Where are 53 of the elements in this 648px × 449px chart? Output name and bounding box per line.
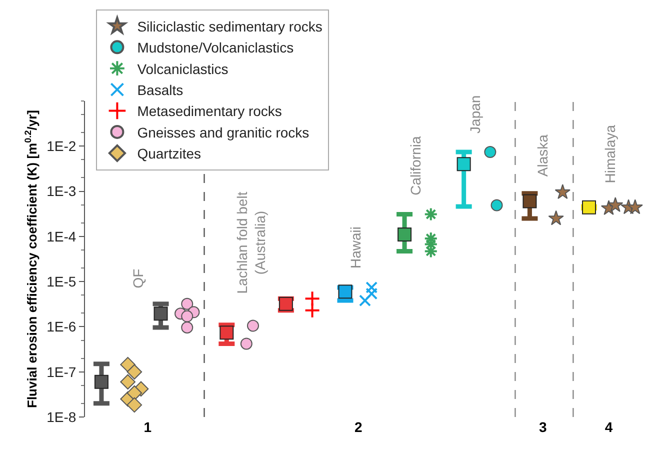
point: [548, 210, 564, 226]
point: [338, 284, 352, 299]
point: [366, 288, 378, 300]
annotation: Alaska: [534, 134, 550, 177]
point: [247, 320, 259, 332]
point: [120, 374, 136, 390]
legend-label: Mudstone/Volcaniclastics: [137, 40, 294, 56]
point: [484, 146, 496, 158]
point: [240, 338, 252, 350]
annotation: Lachlan fold belt (Australia): [234, 192, 268, 294]
point: [126, 397, 142, 413]
point: [582, 200, 596, 214]
legend-label: Quartzites: [137, 146, 202, 162]
annotation: California: [407, 136, 424, 196]
point: [126, 364, 142, 380]
point: [154, 306, 168, 321]
point: [554, 184, 570, 200]
annotation: Hawaii: [347, 226, 364, 269]
point: [366, 281, 378, 294]
y-tick-label: 1E-7: [46, 364, 76, 380]
legend-label: Siliciclastic sedimentary rocks: [137, 18, 322, 34]
legend-label: Metasedimentary rocks: [137, 103, 282, 120]
legend-label: Basalts: [137, 82, 184, 98]
point: [181, 310, 194, 322]
point: [490, 199, 503, 212]
point: [94, 374, 108, 389]
annotation: QF: [130, 268, 146, 288]
point: [424, 231, 438, 246]
point: [220, 326, 234, 340]
y-tick-label: 1E-2: [46, 138, 76, 154]
annotation: Himalaya: [602, 124, 618, 184]
point: [359, 294, 371, 307]
y-tick-label: 1E-5: [46, 273, 76, 290]
legend-label: Volcaniclastics: [137, 60, 228, 77]
point: [181, 322, 194, 334]
y-tick-label: 1E-6: [46, 318, 76, 335]
x-tick-label: 1: [144, 419, 152, 435]
point: [424, 244, 438, 258]
annotation: Japan: [467, 95, 484, 134]
y-tick-label: 1E-8: [46, 408, 76, 425]
point: [627, 199, 643, 214]
point: [304, 302, 320, 318]
point: [522, 194, 537, 208]
point: [608, 197, 624, 212]
point: [424, 207, 438, 222]
y-tick-label: 1E-3: [46, 183, 76, 200]
point: [126, 385, 142, 401]
point: [181, 298, 194, 310]
x-tick-label: 2: [354, 419, 363, 435]
y-tick-label: 1E-4: [46, 228, 76, 244]
x-tick-label: 3: [538, 419, 547, 435]
x-tick-label: 4: [604, 419, 613, 435]
legend-label: Gneisses and granitic rocks: [137, 124, 310, 140]
